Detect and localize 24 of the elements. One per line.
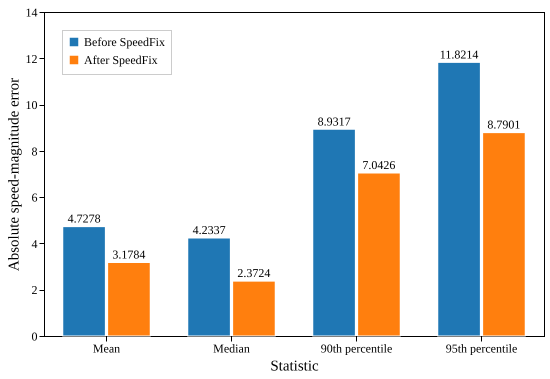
y-tick-label: 10 (26, 98, 38, 112)
data-label: 7.0426 (362, 158, 396, 172)
x-tick-label: 90th percentile (320, 342, 392, 356)
data-label: 2.3724 (237, 266, 270, 280)
y-axis-title: Absolute speed-magnitude error (6, 78, 22, 272)
legend-label: Before SpeedFix (84, 35, 165, 49)
data-label: 8.7901 (487, 118, 520, 132)
y-tick-label: 0 (32, 330, 38, 344)
y-tick-label: 12 (26, 52, 38, 66)
x-tick-label: Median (213, 342, 250, 356)
data-label: 11.8214 (440, 47, 478, 62)
y-tick-label: 4 (32, 236, 38, 251)
y-tick-label: 14 (26, 6, 38, 20)
data-label: 4.7278 (68, 212, 101, 226)
x-tick-label: 95th percentile (446, 342, 518, 356)
y-tick-label: 6 (32, 190, 38, 205)
legend-label: After SpeedFix (84, 53, 158, 67)
x-axis-title: Statistic (270, 358, 320, 374)
data-label: 3.1784 (112, 247, 146, 262)
x-tick-label: Mean (92, 342, 120, 356)
data-label: 4.2337 (192, 223, 226, 238)
data-label: 8.9317 (318, 114, 351, 128)
y-tick-label: 8 (32, 144, 38, 158)
y-tick-label: 2 (32, 283, 38, 298)
